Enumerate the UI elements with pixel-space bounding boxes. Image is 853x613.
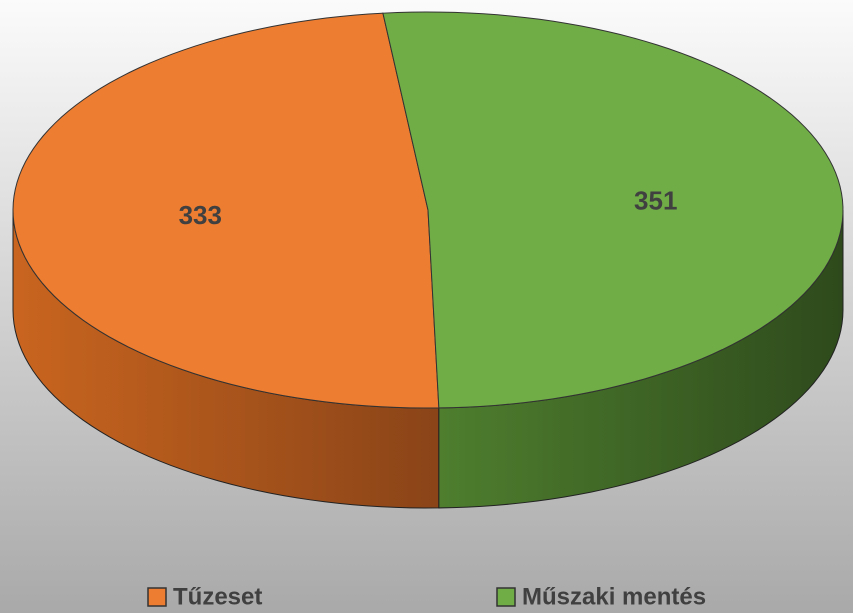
data-label: 333 bbox=[179, 200, 222, 230]
data-label: 351 bbox=[634, 186, 677, 216]
pie-slice bbox=[12, 12, 440, 409]
pie-slice bbox=[382, 11, 844, 409]
legend-swatch bbox=[496, 587, 516, 607]
legend-label: Tűzeset bbox=[173, 583, 262, 610]
legend-label: Műszaki mentés bbox=[522, 583, 706, 610]
legend-swatch bbox=[147, 587, 167, 607]
